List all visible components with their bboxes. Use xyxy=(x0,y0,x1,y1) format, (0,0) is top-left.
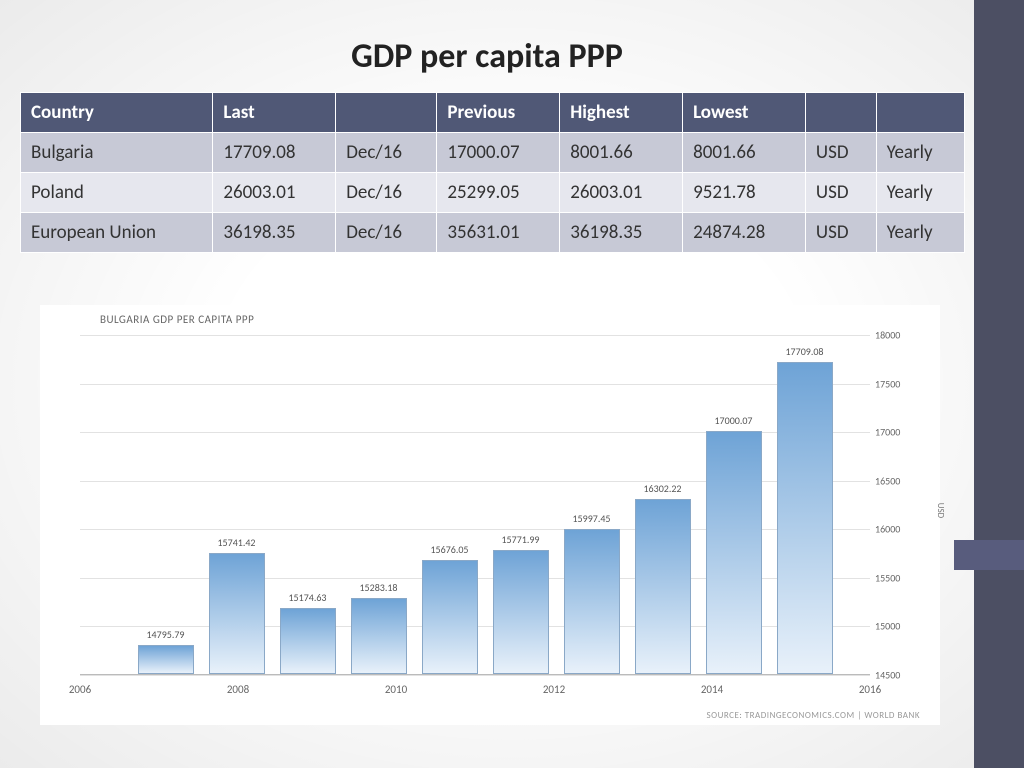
table-cell: USD xyxy=(805,173,876,213)
chart-bar: 15997.45 xyxy=(564,529,620,674)
bar-value-label: 17709.08 xyxy=(785,345,823,358)
grid-line xyxy=(80,335,870,336)
table-cell: Yearly xyxy=(876,213,964,253)
y-tick-label: 17500 xyxy=(875,377,920,390)
table-row: European Union36198.35Dec/1635631.013619… xyxy=(21,213,965,253)
x-tick-label: 2006 xyxy=(69,683,91,696)
table-header-row: CountryLast PreviousHighestLowest xyxy=(21,93,965,133)
table-cell: 8001.66 xyxy=(560,133,683,173)
y-axis-label: USD xyxy=(935,502,946,517)
page-title: GDP per capita PPP xyxy=(0,36,974,77)
table-cell: 17709.08 xyxy=(213,133,336,173)
y-tick-label: 18000 xyxy=(875,329,920,342)
table-cell: USD xyxy=(805,133,876,173)
table-cell: European Union xyxy=(21,213,213,253)
table-row: Bulgaria17709.08Dec/1617000.078001.66800… xyxy=(21,133,965,173)
table-cell: 36198.35 xyxy=(560,213,683,253)
table-cell: Bulgaria xyxy=(21,133,213,173)
table-body: Bulgaria17709.08Dec/1617000.078001.66800… xyxy=(21,133,965,253)
chart-bar: 15283.18 xyxy=(351,598,407,674)
y-tick-label: 15000 xyxy=(875,620,920,633)
table-cell: 17000.07 xyxy=(437,133,560,173)
x-tick-label: 2012 xyxy=(543,683,565,696)
table-header-cell xyxy=(876,93,964,133)
chart-source: SOURCE: TRADINGECONOMICS.COM | WORLD BAN… xyxy=(706,710,920,721)
x-tick-label: 2016 xyxy=(859,683,881,696)
table-cell: Dec/16 xyxy=(336,133,437,173)
right-bar-decor xyxy=(974,0,1024,768)
table-header-cell: Last xyxy=(213,93,336,133)
x-tick-label: 2008 xyxy=(227,683,249,696)
table-cell: 8001.66 xyxy=(683,133,806,173)
table-cell: 26003.01 xyxy=(560,173,683,213)
gdp-table: CountryLast PreviousHighestLowest Bulgari… xyxy=(20,92,965,253)
right-accent-decor xyxy=(954,540,1024,570)
table-cell: 26003.01 xyxy=(213,173,336,213)
chart-bar: 16302.22 xyxy=(635,499,691,674)
table-header-cell: Highest xyxy=(560,93,683,133)
bar-value-label: 15283.18 xyxy=(359,581,397,594)
bar-value-label: 15174.63 xyxy=(288,591,326,604)
table-cell: 9521.78 xyxy=(683,173,806,213)
table-row: Poland26003.01Dec/1625299.0526003.019521… xyxy=(21,173,965,213)
table-cell: Poland xyxy=(21,173,213,213)
chart-title: BULGARIA GDP PER CAPITA PPP xyxy=(100,313,254,326)
bar-value-label: 14795.79 xyxy=(146,628,184,641)
y-tick-label: 16500 xyxy=(875,474,920,487)
bar-value-label: 17000.07 xyxy=(714,414,752,427)
chart-bar: 17000.07 xyxy=(706,431,762,674)
bar-value-label: 15741.42 xyxy=(217,536,255,549)
y-tick-label: 14500 xyxy=(875,669,920,682)
table-header-cell: Previous xyxy=(437,93,560,133)
table-cell: 24874.28 xyxy=(683,213,806,253)
chart-bar: 15741.42 xyxy=(209,553,265,674)
chart-bar: 15174.63 xyxy=(280,608,336,674)
grid-line xyxy=(80,384,870,385)
table-header-cell: Lowest xyxy=(683,93,806,133)
chart-plot-area: 1450015000155001600016500170001750018000… xyxy=(80,335,870,675)
table-cell: 35631.01 xyxy=(437,213,560,253)
bar-value-label: 15676.05 xyxy=(430,543,468,556)
y-tick-label: 15500 xyxy=(875,571,920,584)
table-cell: 36198.35 xyxy=(213,213,336,253)
table-cell: USD xyxy=(805,213,876,253)
table-cell: Dec/16 xyxy=(336,213,437,253)
x-tick-label: 2014 xyxy=(701,683,723,696)
table-header-cell: Country xyxy=(21,93,213,133)
x-tick-label: 2010 xyxy=(385,683,407,696)
chart-bar: 15771.99 xyxy=(493,550,549,674)
table-cell: Yearly xyxy=(876,173,964,213)
bulgaria-chart: BULGARIA GDP PER CAPITA PPP 145001500015… xyxy=(40,305,940,725)
table-cell: Yearly xyxy=(876,133,964,173)
table-header-cell xyxy=(336,93,437,133)
chart-bar: 15676.05 xyxy=(422,560,478,674)
chart-bar: 17709.08 xyxy=(777,362,833,674)
chart-bar: 14795.79 xyxy=(138,645,194,674)
table-header-cell xyxy=(805,93,876,133)
bar-value-label: 15771.99 xyxy=(501,533,539,546)
table-cell: 25299.05 xyxy=(437,173,560,213)
table-cell: Dec/16 xyxy=(336,173,437,213)
grid-line xyxy=(80,675,870,676)
bar-value-label: 16302.22 xyxy=(643,482,681,495)
bar-value-label: 15997.45 xyxy=(572,512,610,525)
y-tick-label: 16000 xyxy=(875,523,920,536)
y-tick-label: 17000 xyxy=(875,426,920,439)
